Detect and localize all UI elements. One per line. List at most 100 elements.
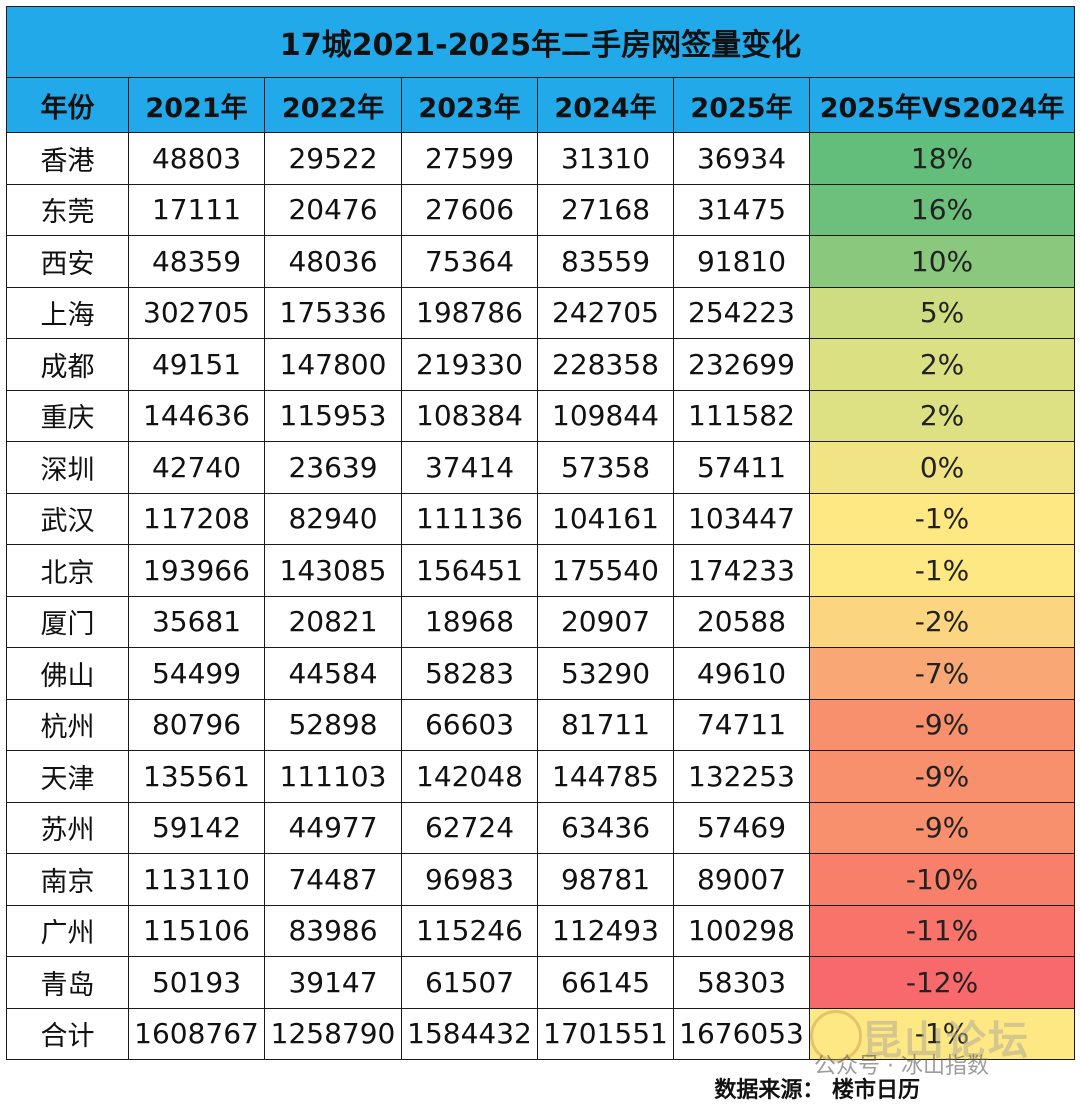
city-cell: 东莞	[6, 183, 129, 236]
header-2025: 2025年	[673, 77, 810, 133]
table-row: 西安 48359 48036 75364 83559 91810 10%	[6, 235, 1076, 288]
value-cell: 112493	[537, 904, 674, 957]
value-cell: 75364	[401, 235, 538, 288]
value-cell: 31310	[537, 132, 674, 185]
table-row: 武汉 117208 82940 111136 104161 103447 -1%	[6, 492, 1076, 545]
value-cell: 50193	[128, 956, 265, 1009]
city-cell: 青岛	[6, 956, 129, 1009]
value-cell: 74487	[264, 853, 402, 906]
table-row: 东莞 17111 20476 27606 27168 31475 16%	[6, 183, 1076, 236]
value-cell: 29522	[264, 132, 402, 185]
value-cell: 20907	[537, 595, 674, 648]
value-cell: 108384	[401, 389, 538, 442]
table-row: 重庆 144636 115953 108384 109844 111582 2%	[6, 389, 1076, 442]
city-cell: 成都	[6, 338, 129, 391]
table-row: 天津 135561 111103 142048 144785 132253 -9%	[6, 750, 1076, 803]
table-row: 佛山 54499 44584 58283 53290 49610 -7%	[6, 647, 1076, 700]
value-cell: 117208	[128, 492, 265, 545]
yoy-change-cell: -9%	[808, 801, 1076, 854]
yoy-change-cell: 2%	[808, 389, 1076, 442]
value-cell: 111103	[264, 750, 402, 803]
value-cell: 254223	[673, 286, 810, 339]
value-cell: 63436	[537, 801, 674, 854]
value-cell: 98781	[537, 853, 674, 906]
value-cell: 89007	[673, 853, 810, 906]
value-cell: 82940	[264, 492, 402, 545]
value-cell: 49610	[673, 647, 810, 700]
yoy-change-cell: -10%	[808, 853, 1076, 906]
value-cell: 20476	[264, 183, 402, 236]
value-cell: 44584	[264, 647, 402, 700]
value-cell: 42740	[128, 441, 265, 494]
table-row: 香港 48803 29522 27599 31310 36934 18%	[6, 132, 1076, 185]
city-cell: 天津	[6, 750, 129, 803]
value-cell: 53290	[537, 647, 674, 700]
value-cell: 135561	[128, 750, 265, 803]
value-cell: 1701551	[537, 1007, 674, 1060]
value-cell: 175336	[264, 286, 402, 339]
yoy-change-cell: -1%	[808, 1007, 1076, 1060]
data-source-note: 数据来源： 楼市日历	[714, 1078, 920, 1103]
header-2022: 2022年	[264, 77, 402, 133]
header-2023: 2023年	[401, 77, 538, 133]
value-cell: 111136	[401, 492, 538, 545]
value-cell: 39147	[264, 956, 402, 1009]
value-cell: 104161	[537, 492, 674, 545]
value-cell: 109844	[537, 389, 674, 442]
value-cell: 81711	[537, 698, 674, 751]
value-cell: 242705	[537, 286, 674, 339]
table-body: 香港 48803 29522 27599 31310 36934 18% 东莞 17111 204…	[6, 132, 1076, 1060]
value-cell: 27606	[401, 183, 538, 236]
value-cell: 91810	[673, 235, 810, 288]
table-row: 深圳 42740 23639 37414 57358 57411 0%	[6, 441, 1076, 494]
city-cell: 苏州	[6, 801, 129, 854]
value-cell: 48036	[264, 235, 402, 288]
value-cell: 103447	[673, 492, 810, 545]
value-cell: 66603	[401, 698, 538, 751]
yoy-change-cell: 5%	[808, 286, 1076, 339]
value-cell: 156451	[401, 544, 538, 597]
value-cell: 27168	[537, 183, 674, 236]
value-cell: 132253	[673, 750, 810, 803]
yoy-change-cell: -11%	[808, 904, 1076, 957]
city-cell: 西安	[6, 235, 129, 288]
header-row: 年份 2021年 2022年 2023年 2024年 2025年 2025年VS…	[6, 77, 1076, 133]
value-cell: 18968	[401, 595, 538, 648]
value-cell: 17111	[128, 183, 265, 236]
yoy-change-cell: 2%	[808, 338, 1076, 391]
value-cell: 1608767	[128, 1007, 265, 1060]
value-cell: 83986	[264, 904, 402, 957]
value-cell: 57358	[537, 441, 674, 494]
city-cell: 北京	[6, 544, 129, 597]
value-cell: 20588	[673, 595, 810, 648]
header-year: 年份	[6, 77, 129, 133]
yoy-change-cell: -1%	[808, 544, 1076, 597]
city-cell: 武汉	[6, 492, 129, 545]
value-cell: 62724	[401, 801, 538, 854]
value-cell: 57469	[673, 801, 810, 854]
value-cell: 198786	[401, 286, 538, 339]
value-cell: 20821	[264, 595, 402, 648]
city-cell: 上海	[6, 286, 129, 339]
value-cell: 111582	[673, 389, 810, 442]
table-row: 成都 49151 147800 219330 228358 232699 2%	[6, 338, 1076, 391]
table-row: 南京 113110 74487 96983 98781 89007 -10%	[6, 853, 1076, 906]
value-cell: 80796	[128, 698, 265, 751]
value-cell: 174233	[673, 544, 810, 597]
header-2021: 2021年	[128, 77, 265, 133]
value-cell: 115246	[401, 904, 538, 957]
value-cell: 232699	[673, 338, 810, 391]
table-row: 北京 193966 143085 156451 175540 174233 -1%	[6, 544, 1076, 597]
data-table: 17城2021-2025年二手房网签量变化 年份 2021年 2022年 202…	[5, 6, 1076, 1060]
value-cell: 115953	[264, 389, 402, 442]
value-cell: 74711	[673, 698, 810, 751]
value-cell: 58303	[673, 956, 810, 1009]
value-cell: 49151	[128, 338, 265, 391]
value-cell: 1676053	[673, 1007, 810, 1060]
value-cell: 144785	[537, 750, 674, 803]
yoy-change-cell: -9%	[808, 750, 1076, 803]
city-cell: 南京	[6, 853, 129, 906]
value-cell: 142048	[401, 750, 538, 803]
yoy-change-cell: -12%	[808, 956, 1076, 1009]
yoy-change-cell: -7%	[808, 647, 1076, 700]
